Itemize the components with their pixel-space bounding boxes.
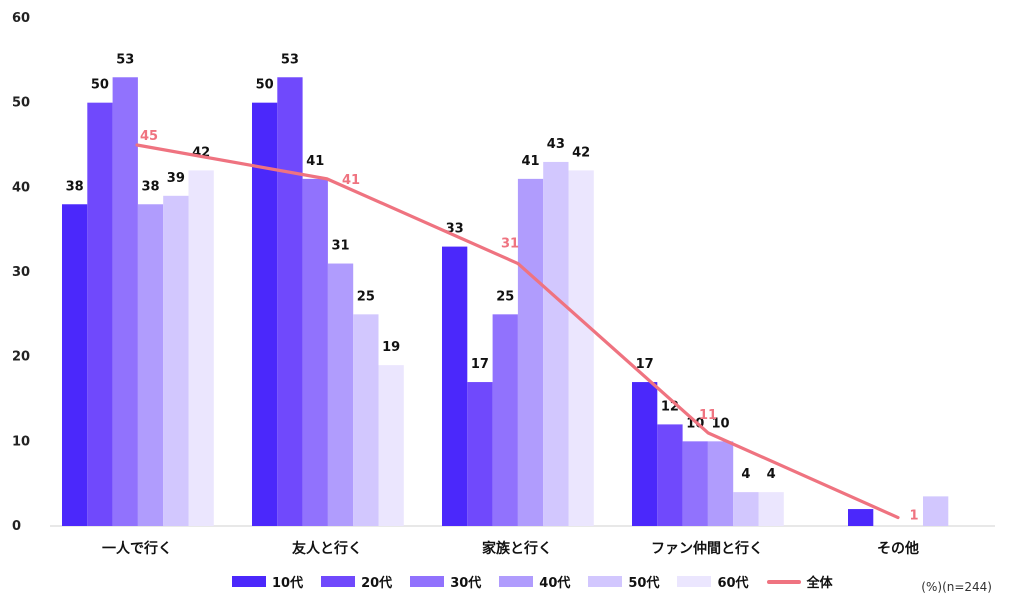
bar [353, 314, 379, 526]
bar-value-label: 4 [767, 467, 776, 482]
y-tick-label: 50 [12, 96, 30, 111]
legend-swatch-30s [410, 576, 445, 587]
bar-value-label: 50 [91, 78, 109, 93]
bar [632, 382, 658, 526]
bar-value-label: 10 [712, 416, 730, 431]
bar [87, 102, 113, 527]
bar-value-label: 38 [142, 179, 160, 194]
y-tick-label: 0 [12, 519, 21, 534]
bar [188, 170, 214, 526]
legend-label-30s: 30代 [450, 576, 482, 591]
bar-value-label: 50 [256, 78, 274, 93]
bar [707, 441, 734, 526]
legend-swatch-60s [677, 576, 712, 587]
legend-item-50s: 50代 [588, 572, 659, 591]
legend-swatch-10s [232, 576, 266, 587]
bar [252, 102, 278, 527]
total-value-label: 45 [140, 129, 158, 144]
bar-value-label: 53 [281, 52, 299, 67]
category-labels: 一人で行く 友人と行く 家族と行く ファン仲間と行く その他 [102, 540, 919, 557]
total-value-label: 1 [909, 509, 918, 524]
bar [517, 178, 544, 526]
legend-item-total: 全体 [766, 572, 833, 591]
y-tick-label: 60 [12, 11, 30, 26]
legend-label-50s: 50代 [628, 576, 660, 591]
total-value-label: 11 [699, 408, 717, 423]
bar-value-label: 41 [306, 154, 324, 169]
legend-item-20s: 20代 [321, 572, 392, 591]
legend-swatch-50s [588, 576, 623, 587]
bar-value-label: 42 [572, 145, 590, 160]
legend-label-total: 全体 [806, 576, 833, 591]
bar [492, 314, 518, 526]
legend: 10代 20代 30代 40代 50代 60代 全体 [232, 572, 851, 591]
y-tick-label: 40 [12, 180, 30, 195]
y-tick-label: 10 [12, 434, 30, 449]
legend-item-30s: 30代 [410, 572, 481, 591]
bar [163, 195, 189, 527]
bar-group [62, 77, 949, 527]
bar [378, 365, 404, 526]
bar [568, 170, 594, 526]
legend-swatch-total [766, 579, 801, 584]
bar-value-label: 38 [66, 179, 84, 194]
legend-swatch-40s [499, 576, 534, 587]
legend-label-40s: 40代 [539, 576, 571, 591]
bar [277, 77, 303, 527]
bar-value-label: 25 [357, 289, 375, 304]
bar-value-label: 39 [167, 171, 185, 186]
bar-value-label: 31 [332, 239, 350, 254]
legend-label-20s: 20代 [361, 576, 393, 591]
category-label: 一人で行く [102, 540, 172, 557]
y-tick-label: 30 [12, 265, 30, 280]
bar [657, 424, 683, 526]
bar-value-label: 17 [636, 357, 654, 372]
bar [112, 77, 138, 527]
bar-value-labels: 3850331750531712534125103831411039254344… [66, 52, 776, 482]
bar [758, 492, 784, 526]
y-tick-label: 20 [12, 350, 30, 365]
bar [848, 509, 874, 526]
legend-label-60s: 60代 [717, 576, 749, 591]
legend-label-10s: 10代 [272, 576, 304, 591]
legend-item-10s: 10代 [232, 572, 303, 591]
bar-value-label: 4 [741, 467, 750, 482]
bar [327, 263, 354, 526]
category-label: ファン仲間と行く [651, 540, 763, 557]
bar-value-label: 17 [471, 357, 489, 372]
total-value-label: 31 [501, 237, 519, 252]
bar [302, 178, 328, 526]
bar [543, 161, 569, 526]
legend-item-40s: 40代 [499, 572, 570, 591]
bar-value-label: 12 [661, 399, 679, 414]
total-value-label: 41 [342, 173, 360, 188]
bar [62, 204, 88, 526]
legend-swatch-20s [321, 576, 356, 587]
y-axis-ticks: 0 10 20 30 40 50 60 [12, 11, 30, 534]
total-line [135, 143, 900, 520]
category-label: 家族と行く [482, 540, 552, 557]
bar-value-label: 41 [522, 154, 540, 169]
sample-note: (%)(n=244) [921, 580, 992, 594]
bar [137, 204, 164, 526]
bar-value-label: 43 [547, 137, 565, 152]
bar-value-label: 25 [496, 289, 514, 304]
bar-value-label: 19 [382, 340, 400, 355]
bar [467, 382, 493, 526]
bar [442, 246, 468, 526]
legend-item-60s: 60代 [677, 572, 749, 591]
category-label: その他 [877, 540, 919, 557]
bar [923, 496, 949, 526]
bar [733, 492, 759, 526]
bar [682, 441, 708, 526]
bar-value-label: 53 [116, 52, 134, 67]
category-label: 友人と行く [292, 540, 362, 557]
